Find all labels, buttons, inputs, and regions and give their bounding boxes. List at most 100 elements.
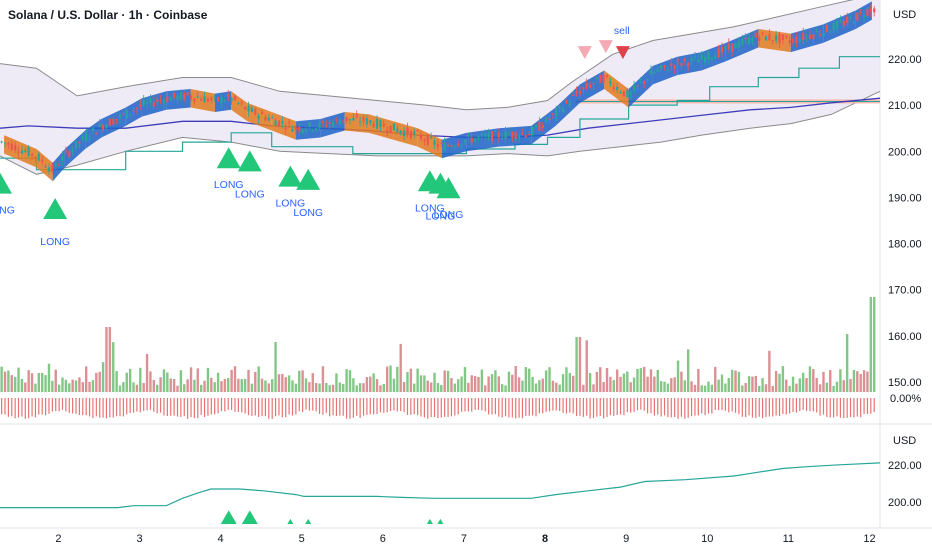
volume-bar [504,385,507,392]
volume-bar [84,366,88,392]
oscillator-bar [122,398,124,417]
candle-body [321,121,325,124]
cloud-segment [214,91,232,113]
volume-bar [369,376,372,392]
oscillator-bar [626,398,628,413]
candle-body [260,112,264,115]
volume-bar [51,380,54,392]
volume-bar [714,366,717,392]
candle-body [734,43,737,49]
candle-body [169,97,172,101]
oscillator-bar [187,398,189,419]
volume-bar [832,385,835,392]
oscillator-bar [616,398,618,415]
candle-body [122,113,125,115]
volume-bar [859,373,862,392]
oscillator-bar [102,398,104,418]
volume-bar [575,337,578,392]
volume-bar [856,371,859,392]
candle-body [308,122,311,127]
sub-signal-triangle [220,510,237,524]
volume-bar [128,368,132,392]
volume-bar [7,370,10,392]
volume-bar [517,377,521,392]
currency-label-bottom[interactable]: USD [893,435,917,447]
candle-body [47,167,51,172]
candle-body [416,130,419,132]
volume-bar [771,385,774,392]
candle-body [345,116,348,121]
candle-body [575,90,578,95]
volume-bar [358,383,362,392]
oscillator-bar [234,398,236,412]
oscillator-bar [220,398,223,412]
oscillator-bar [751,398,754,418]
time-tick-label: 4 [218,533,224,545]
volume-bar [213,382,216,392]
candle-body [453,146,456,148]
volume-bar [193,379,196,392]
oscillator-bar [24,398,26,419]
candle-body [568,102,571,105]
oscillator-bar [488,398,490,415]
volume-bar [565,367,568,392]
oscillator-bar [315,398,317,412]
candle-body [781,34,784,40]
oscillator-bar [129,398,131,414]
candle-body [649,70,653,75]
price-tick-label: 180.00 [888,239,922,251]
candle-body [463,140,467,142]
time-tick-label: 6 [380,533,386,545]
volume-bar [392,378,396,392]
trailing-stop-line [0,56,880,171]
oscillator-bar [765,398,767,418]
candle-body [700,54,703,60]
candle-body [754,33,757,38]
volume-bar [155,384,159,392]
volume-bar [781,366,785,392]
candle-body [301,130,304,133]
volume-bar [805,378,808,392]
volume-bar [270,379,274,392]
volume-bar [717,379,720,392]
candle-body [37,153,40,161]
oscillator-bar [609,398,612,416]
candle-body [822,32,825,37]
candle-body [423,139,426,141]
time-tick-label: 12 [863,533,875,545]
price-tick-label: 220.00 [888,54,922,66]
volume-bar [196,368,199,392]
candle-body [74,141,78,149]
volume-bar [250,383,254,392]
volume-bar [470,375,473,392]
volume-bar [551,380,555,392]
candle-body [666,69,669,71]
oscillator-bar [285,398,287,418]
volume-bar [457,379,460,392]
volume-bar [670,378,673,392]
oscillator-bar [261,398,263,416]
oscillator-bar [477,398,480,410]
oscillator-bar [58,398,60,412]
long-signal-label: LONG [293,207,323,219]
volume-bar [768,350,771,392]
oscillator-bar [467,398,469,412]
oscillator-bar [366,398,368,415]
candle-body [210,97,213,100]
candle-body [331,122,335,127]
volume-bar [808,366,812,392]
volume-bar [798,378,802,392]
candle-body [720,46,724,53]
candle-body [707,51,710,60]
candle-body [693,56,697,58]
oscillator-bar [873,398,875,413]
oscillator-bar [704,398,706,416]
candle-body [379,119,382,128]
oscillator-bar [630,398,632,413]
oscillator-bar [34,398,37,418]
candle-body [731,43,734,52]
candle-body [355,115,358,118]
candle-body [795,36,798,43]
currency-label-top[interactable]: USD [893,9,917,21]
